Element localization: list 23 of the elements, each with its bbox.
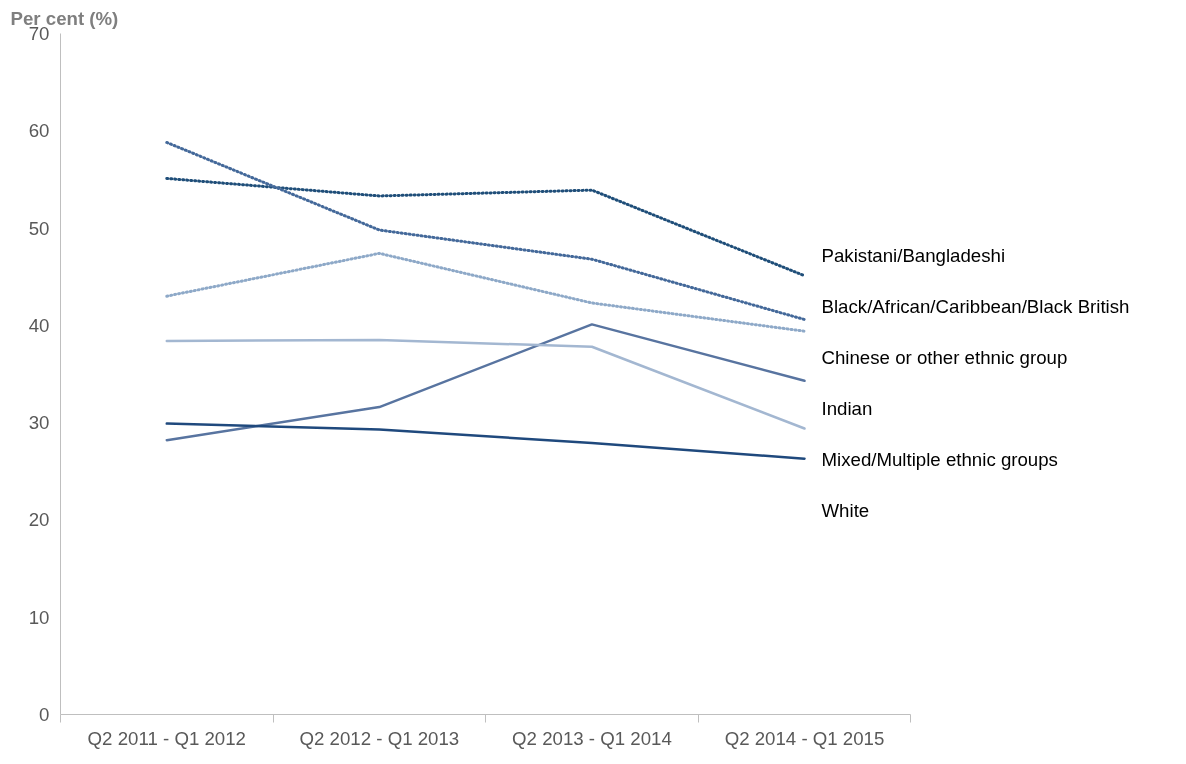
line-series [165, 251, 806, 333]
series-label: Pakistani/Bangladeshi [821, 244, 1006, 266]
x-tick-label: Q2 2014 - Q1 2015 [724, 727, 885, 749]
x-tick-label: Q2 2011 - Q1 2012 [87, 727, 246, 749]
line-series [165, 323, 806, 442]
text: White [821, 500, 870, 522]
series-label: Indian [821, 398, 873, 420]
y-tick-label: 40 [28, 314, 50, 336]
line-series [165, 338, 806, 430]
y-tick-label: 10 [28, 606, 50, 628]
line-series [165, 422, 806, 460]
y-tick-label: 0 [39, 704, 50, 725]
series-label: Mixed/Multiple ethnic groups [821, 449, 1058, 471]
y-tick-label: 20 [28, 509, 50, 531]
series-label: Chinese or other ethnic group [821, 346, 1068, 368]
y-tick-label: 50 [28, 217, 50, 239]
x-tick-label: Q2 2012 - Q1 2013 [299, 727, 460, 749]
y-tick-label: 60 [28, 120, 50, 142]
x-tick-label: Q2 2013 - Q1 2014 [512, 727, 672, 749]
line-series [165, 140, 806, 322]
y-tick-label: 30 [28, 412, 50, 434]
series-label: Black/African/Caribbean/Black British [821, 295, 1130, 317]
line-series [165, 176, 806, 278]
